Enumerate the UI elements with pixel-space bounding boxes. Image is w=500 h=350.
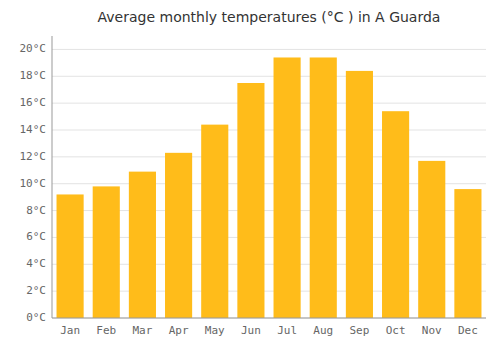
bar bbox=[165, 153, 192, 318]
grid-line bbox=[52, 130, 486, 131]
grid-line bbox=[52, 76, 486, 77]
y-tick-label: 4°C bbox=[26, 257, 46, 270]
x-tick-label: Dec bbox=[458, 324, 478, 337]
bar bbox=[237, 83, 264, 318]
y-tick-label: 20°C bbox=[20, 42, 47, 55]
x-axis-line bbox=[52, 318, 486, 319]
bar bbox=[274, 57, 301, 318]
grid bbox=[52, 49, 486, 318]
grid-line bbox=[52, 318, 486, 319]
x-tick-label: Oct bbox=[386, 324, 406, 337]
grid-line bbox=[52, 103, 486, 104]
bar bbox=[201, 125, 228, 318]
x-tick-label: Jul bbox=[277, 324, 297, 337]
bar bbox=[382, 111, 409, 318]
bar bbox=[310, 57, 337, 318]
y-tick-label: 16°C bbox=[20, 96, 47, 109]
x-tick-label: Jan bbox=[60, 324, 80, 337]
y-tick-label: 14°C bbox=[20, 123, 47, 136]
bar bbox=[418, 161, 445, 318]
bar bbox=[454, 189, 481, 318]
y-tick-label: 2°C bbox=[26, 284, 46, 297]
y-tick-label: 0°C bbox=[26, 311, 46, 324]
bar bbox=[346, 71, 373, 318]
x-tick-label: Sep bbox=[349, 324, 369, 337]
bar bbox=[57, 194, 84, 318]
bar bbox=[129, 172, 156, 318]
bar bbox=[93, 186, 120, 318]
x-tick-label: Mar bbox=[132, 324, 152, 337]
x-tick-label: Nov bbox=[422, 324, 442, 337]
y-tick-label: 12°C bbox=[20, 150, 47, 163]
y-tick-label: 10°C bbox=[20, 177, 47, 190]
x-tick-label: Feb bbox=[96, 324, 116, 337]
y-tick-label: 8°C bbox=[26, 204, 46, 217]
chart: Average monthly temperatures (°C ) in A … bbox=[0, 0, 500, 350]
title: Average monthly temperatures (°C ) in A … bbox=[98, 9, 441, 25]
y-axis-line bbox=[52, 36, 53, 318]
y-tick-label: 6°C bbox=[26, 230, 46, 243]
grid-line bbox=[52, 49, 486, 50]
x-tick-label: May bbox=[205, 324, 225, 337]
x-tick-label: Apr bbox=[169, 324, 189, 337]
x-tick-label: Jun bbox=[241, 324, 261, 337]
x-tick-label: Aug bbox=[313, 324, 333, 337]
y-tick-label: 18°C bbox=[20, 69, 47, 82]
grid-line bbox=[52, 156, 486, 157]
